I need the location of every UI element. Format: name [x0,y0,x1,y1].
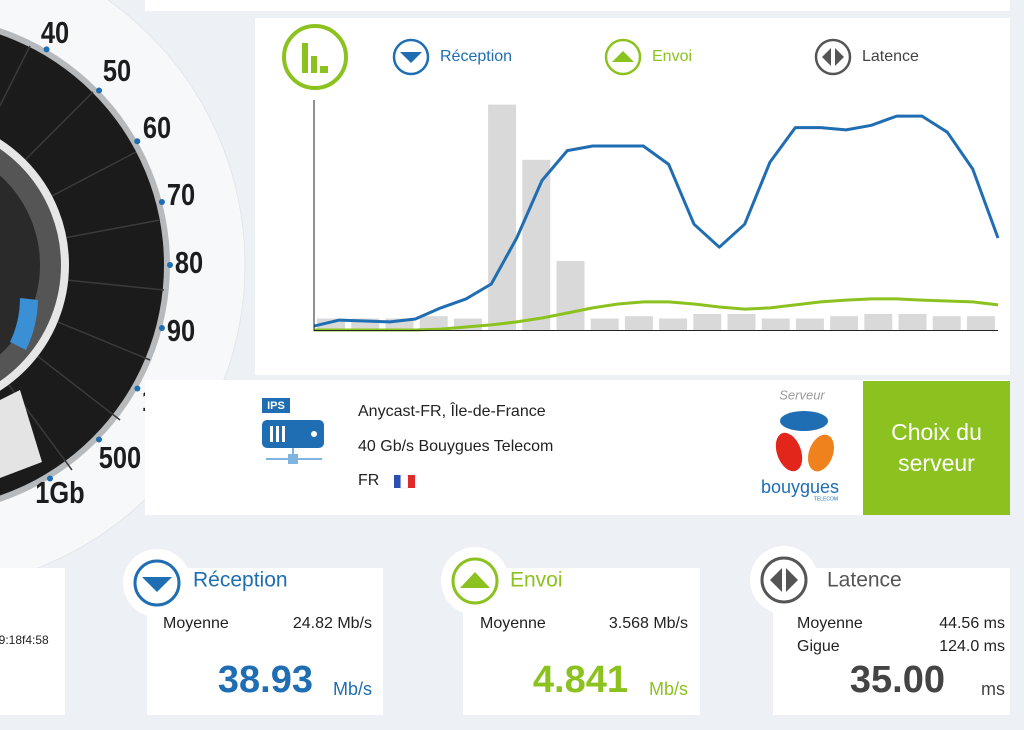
bar [488,104,517,330]
reception-avg-label: Moyenne [163,615,229,632]
gauge-tick-dot [46,475,53,482]
legend-icon-glyph [400,52,422,63]
bar [624,316,653,330]
bar [522,159,551,330]
gauge-tick-label: 90 [167,314,195,349]
envoi-avg: 3.568 Mb/s [609,615,688,632]
bar [556,261,585,330]
gauge-face [0,34,164,496]
logo-sub: TELECOM [814,496,838,502]
server-icon-label: IPS [267,400,285,412]
bar [659,318,688,330]
gauge-tick-label: 50 [103,54,131,89]
gauge-tick-dot [158,198,165,205]
gauge-needle [0,390,42,478]
latence-avg: 44.56 ms [939,615,1005,632]
series-line [313,114,1000,328]
ip-card [0,568,65,715]
gauge-tick-dot [96,436,103,443]
bar [795,318,824,330]
latence-jitter: 124.0 ms [939,638,1005,655]
flag-fr [394,474,415,489]
reception-title: Réception [193,569,288,592]
bar [864,313,893,330]
server-icon: IPS [262,398,324,464]
server-country: FR [358,472,379,489]
envoi-arrow [460,572,490,588]
bar [351,318,380,330]
series-line [314,297,999,332]
gauge-tick-label: 80 [175,246,203,281]
bar [419,316,448,330]
chart-icon-bars [302,43,328,73]
envoi-avg-label: Moyenne [480,615,546,632]
gauge-tick-dot [134,385,141,392]
ip-clip: 99:18f4:58 [0,633,49,647]
legend-icon-glyph [822,48,844,66]
envoi-value: 4.841 [533,659,628,701]
top-panel [145,0,1010,11]
latence-value: 35.00 [850,659,945,701]
gauge-tick-dot [134,138,141,145]
server-button-label[interactable]: Choix du serveur [891,419,982,476]
legend-icon-glyph [612,51,634,62]
gauge-tick-dot [158,325,165,332]
latence-unit: ms [981,679,1005,699]
latence-title: Latence [827,569,902,592]
gauge-tick-label: 500 [99,441,141,476]
gauge-tick-dot [43,46,50,53]
server-provider: 40 Gb/s Bouygues Telecom [358,438,553,455]
reception-unit: Mb/s [333,679,372,699]
bar [761,318,790,330]
server-caption: Serveur [779,387,825,402]
latence-avg-label: Moyenne [797,615,863,632]
bar [590,318,619,330]
legend-label: Envoi [652,48,692,65]
gauge-tick-dot [96,87,103,94]
plot [313,104,1000,332]
bar [830,316,859,330]
legend-label: Latence [862,48,919,65]
bouygues-logo: bouygues TELECOM [761,411,839,502]
legend: Réception Envoi Latence [392,38,919,76]
latence-arrows [770,568,798,592]
bar [932,316,961,330]
gauge-progress [10,298,38,350]
ip-fragment: 99:18f4:58 [0,633,49,647]
gauge: 4050607080901005001Gb [0,0,246,581]
bar [317,318,346,330]
bar [727,313,756,330]
logo-text: bouygues [761,477,839,497]
gauge-tick-label: 1Gb [35,476,84,511]
envoi-unit: Mb/s [649,679,688,699]
envoi-title: Envoi [510,569,563,592]
server-location: Anycast-FR, Île-de-France [358,401,546,420]
bar [966,316,995,330]
bar [385,318,414,330]
bar [453,318,482,330]
server-button-label-box[interactable]: Choix du serveur [863,381,1010,515]
legend-icon [814,38,852,76]
server-button[interactable] [863,381,1010,515]
legend-label: Réception [440,48,512,65]
gauge-tick-label: 40 [41,16,69,51]
gauge-tick-label: 60 [143,111,171,146]
reception-value: 38.93 [218,659,313,701]
bar [693,313,722,330]
latence-icon [760,556,808,604]
gauge-tick-dot [167,262,173,268]
bar [898,313,927,330]
reception-avg: 24.82 Mb/s [293,615,372,632]
reception-arrow [142,577,172,592]
gauge-tick-label: 70 [167,178,195,213]
latence-jitter-label: Gigue [797,638,840,655]
